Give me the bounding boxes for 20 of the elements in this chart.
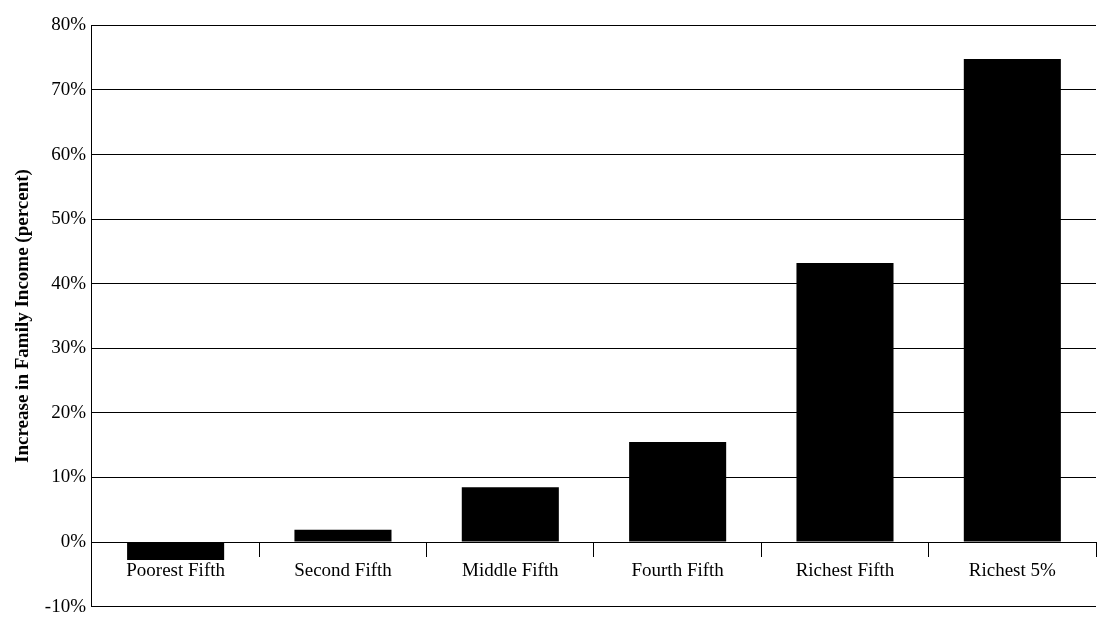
y-axis-title: Increase in Family Income (percent) xyxy=(11,169,34,463)
y-tick-label: 20% xyxy=(51,400,87,422)
y-tick-label: 70% xyxy=(51,77,87,99)
bar xyxy=(294,529,392,542)
x-tick-label: Fourth Fifth xyxy=(631,559,725,581)
y-tick-label: 60% xyxy=(51,142,87,164)
y-tick-label: 50% xyxy=(51,207,87,229)
bar xyxy=(127,542,225,561)
y-tick-label: 10% xyxy=(51,465,87,487)
x-tick-label: Middle Fifth xyxy=(462,559,560,581)
y-tick-label: 0% xyxy=(60,530,87,552)
x-tick-label: Poorest Fifth xyxy=(126,559,226,581)
y-tick-label: 30% xyxy=(51,336,87,358)
x-tick-label: Richest Fifth xyxy=(795,559,895,581)
y-tick-label: 40% xyxy=(51,271,87,293)
x-tick-label: Second Fifth xyxy=(294,559,393,581)
y-tick-label: -10% xyxy=(44,594,87,616)
bar xyxy=(461,487,559,542)
x-tick-label: Richest 5% xyxy=(968,559,1057,581)
y-tick-label: 80% xyxy=(51,13,87,35)
